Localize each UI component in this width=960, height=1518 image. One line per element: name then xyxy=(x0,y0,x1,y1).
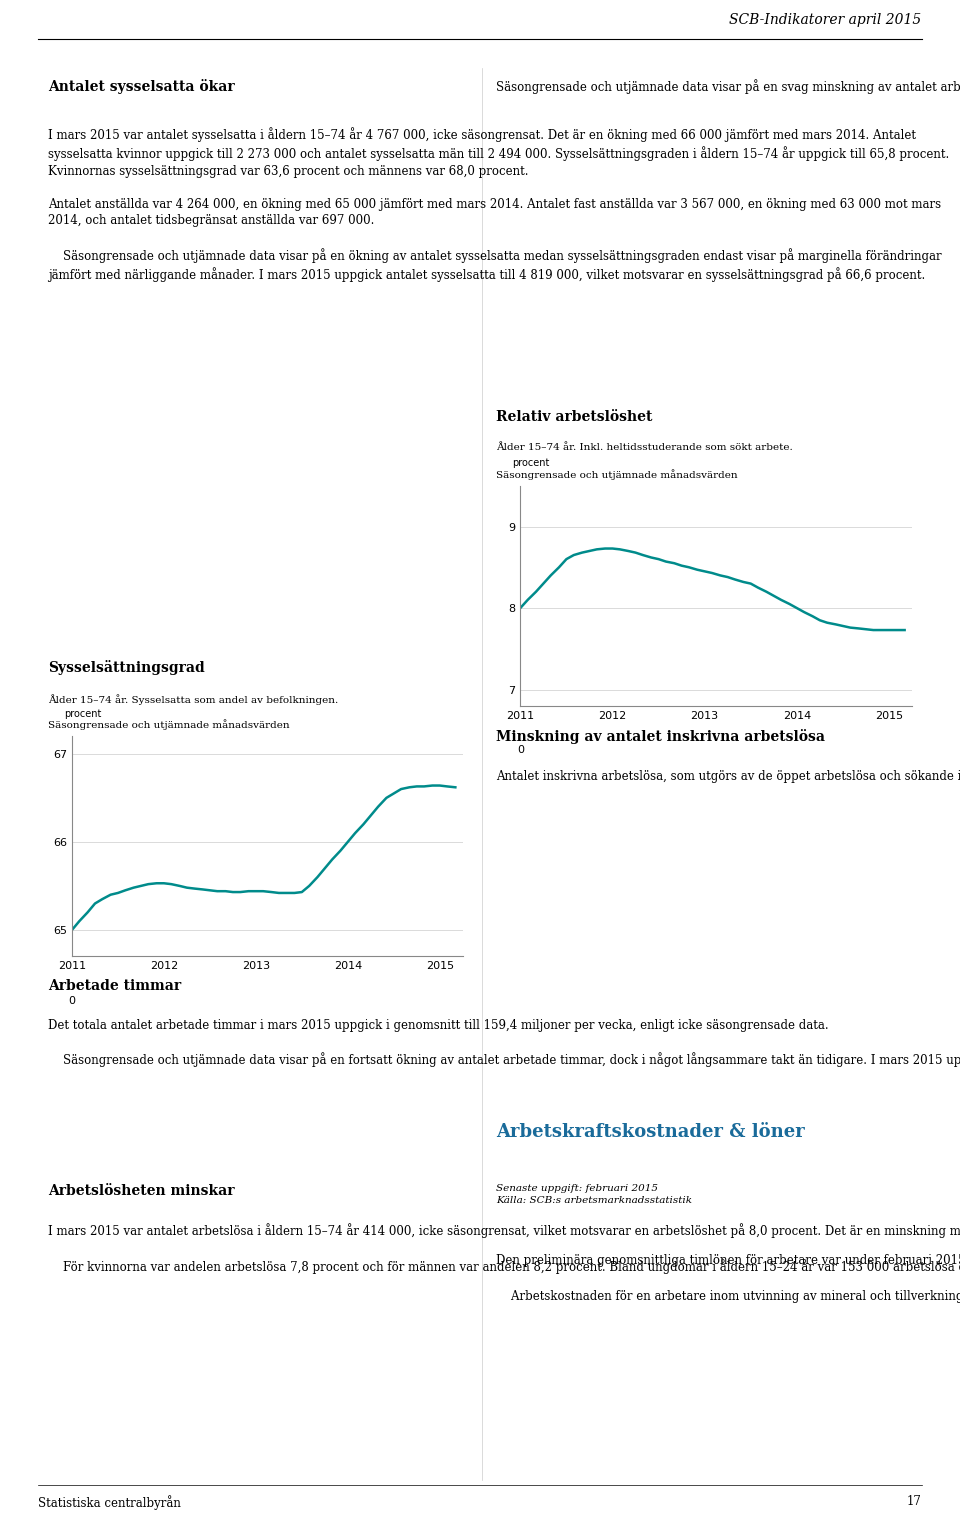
Text: Arbetskraftskostnader & löner: Arbetskraftskostnader & löner xyxy=(496,1123,805,1142)
Text: Antalet sysselsatta ökar: Antalet sysselsatta ökar xyxy=(48,79,234,94)
Text: Ålder 15–74 år. Sysselsatta som andel av befolkningen.: Ålder 15–74 år. Sysselsatta som andel av… xyxy=(48,694,338,704)
Text: 0: 0 xyxy=(516,745,524,756)
Text: procent: procent xyxy=(64,709,102,718)
Text: Arbetade timmar: Arbetade timmar xyxy=(48,979,181,993)
Text: Minskning av antalet inskrivna arbetslösa: Minskning av antalet inskrivna arbetslös… xyxy=(496,729,826,744)
Text: 17: 17 xyxy=(907,1495,922,1509)
Text: I mars 2015 var antalet arbetslösa i åldern 15–74 år 414 000, icke säsongrensat,: I mars 2015 var antalet arbetslösa i åld… xyxy=(48,1224,960,1274)
Text: Relativ arbetslöshet: Relativ arbetslöshet xyxy=(496,410,653,424)
Text: Ålder 15–74 år. Inkl. heltidsstuderande som sökt arbete.: Ålder 15–74 år. Inkl. heltidsstuderande … xyxy=(496,443,793,452)
Text: 0: 0 xyxy=(68,996,76,1006)
Text: Senaste uppgift: februari 2015
Källa: SCB:s arbetsmarknadsstatistik: Senaste uppgift: februari 2015 Källa: SC… xyxy=(496,1184,692,1205)
Text: Sysselsättningsgrad: Sysselsättningsgrad xyxy=(48,660,204,676)
Text: Säsongrensade och utjämnade månadsvärden: Säsongrensade och utjämnade månadsvärden xyxy=(48,720,290,730)
Text: Säsongrensade och utjämnade månadsvärden: Säsongrensade och utjämnade månadsvärden xyxy=(496,469,738,480)
Text: Det totala antalet arbetade timmar i mars 2015 uppgick i genomsnitt till 159,4 m: Det totala antalet arbetade timmar i mar… xyxy=(48,1019,960,1067)
Text: I mars 2015 var antalet sysselsatta i åldern 15–74 år 4 767 000, icke säsongrens: I mars 2015 var antalet sysselsatta i ål… xyxy=(48,128,949,282)
Text: procent: procent xyxy=(513,458,550,468)
Text: Säsongrensade och utjämnade data visar på en svag minskning av antalet arbetslös: Säsongrensade och utjämnade data visar p… xyxy=(496,79,960,94)
Text: SCB-Indikatorer april 2015: SCB-Indikatorer april 2015 xyxy=(730,14,922,27)
Text: Statistiska centralbyrån: Statistiska centralbyrån xyxy=(38,1495,181,1510)
Text: Arbetslösheten minskar: Arbetslösheten minskar xyxy=(48,1184,234,1198)
Text: Antalet inskrivna arbetslösa, som utgörs av de öppet arbetslösa och sökande i pr: Antalet inskrivna arbetslösa, som utgörs… xyxy=(496,768,960,783)
Text: Den preliminära genomsnittliga timlönen för arbetare var under februari 2015 157: Den preliminära genomsnittliga timlönen … xyxy=(496,1252,960,1302)
